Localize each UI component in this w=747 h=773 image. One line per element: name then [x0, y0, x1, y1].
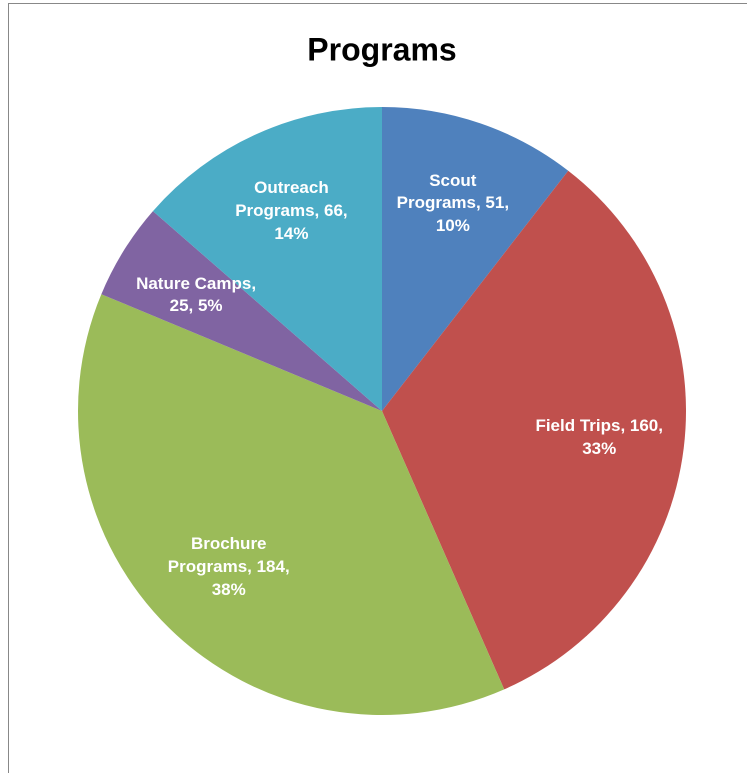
data-label-box: Nature Camps, 25, 5%	[136, 273, 257, 316]
data-label-box: Brochure Programs, 184, 38%	[167, 533, 290, 599]
data-label-box: Scout Programs, 51, 10%	[396, 170, 510, 236]
data-label: Field Trips, 160, 33%	[535, 415, 663, 458]
data-label: Nature Camps, 25, 5%	[136, 273, 257, 316]
pie-slice	[101, 211, 383, 411]
data-label: Brochure Programs, 184, 38%	[167, 533, 290, 599]
pie-slice	[152, 107, 382, 411]
data-label: Outreach Programs, 66, 14%	[235, 178, 348, 244]
data-label: Scout Programs, 51, 10%	[396, 170, 510, 236]
pie-slice	[382, 107, 569, 411]
pie-slice	[77, 294, 505, 715]
data-label-box: Outreach Programs, 66, 14%	[235, 178, 348, 244]
chart-title: Programs	[307, 31, 456, 67]
pie-slice	[382, 170, 686, 690]
data-label-box: Field Trips, 160, 33%	[535, 415, 663, 458]
